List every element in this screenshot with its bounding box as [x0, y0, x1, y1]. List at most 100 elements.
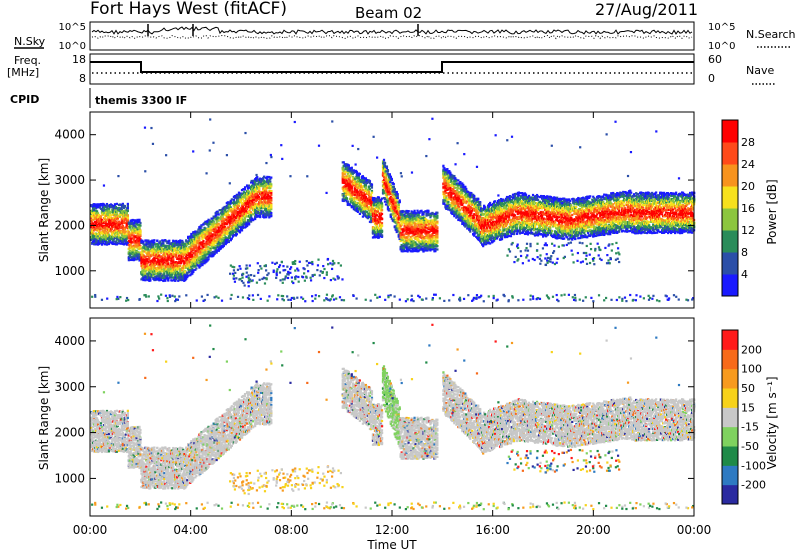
- echo-cell: [97, 204, 101, 207]
- echo-cell: [251, 199, 254, 203]
- echo-cell: [363, 193, 367, 196]
- echo-cell: [358, 172, 361, 175]
- echo-cell: [350, 168, 353, 171]
- echo-cell: [205, 248, 208, 251]
- echo-cell: [262, 187, 265, 190]
- echo-cell: [345, 179, 348, 182]
- echo-cell: [258, 195, 261, 199]
- echo-cell: [127, 243, 130, 246]
- echo-cell: [184, 257, 187, 260]
- echo-cell: [127, 256, 130, 260]
- echo-cell: [235, 233, 239, 236]
- echo-cell: [203, 257, 206, 260]
- echo-cell: [174, 243, 177, 246]
- echo-cell: [385, 196, 389, 199]
- echo-cell: [370, 183, 374, 186]
- echo-cell: [202, 245, 205, 249]
- echo-cell: [220, 235, 223, 238]
- echo-cell: [260, 184, 263, 188]
- echo-cell: [350, 186, 353, 189]
- echo-cell: [191, 255, 194, 258]
- echo-cell: [359, 189, 362, 192]
- echo-cell: [162, 254, 165, 257]
- echo-cell: [210, 239, 213, 242]
- echo-cell: [146, 264, 149, 267]
- echo-cell: [105, 242, 109, 245]
- freq-tick-top: 18: [72, 53, 86, 66]
- echo-cell: [228, 220, 231, 223]
- echo-cell: [203, 262, 206, 265]
- echo-cell: [182, 241, 185, 244]
- echo-cell: [154, 259, 157, 262]
- echo-cell: [192, 238, 195, 241]
- echo-cell: [142, 240, 145, 243]
- echo-cell: [257, 194, 260, 197]
- echo-cell: [221, 213, 224, 216]
- echo-cell: [111, 211, 115, 214]
- echo-cell: [200, 224, 203, 227]
- echo-cell: [213, 252, 216, 256]
- echo-cell: [367, 205, 371, 208]
- echo-cell: [370, 191, 374, 194]
- echo-cell: [145, 247, 148, 250]
- echo-cell: [259, 197, 262, 201]
- echo-cell: [96, 203, 100, 206]
- echo-cell: [350, 205, 353, 208]
- echo-cell: [157, 251, 160, 254]
- echo-cell: [121, 224, 124, 227]
- echo-cell: [217, 217, 220, 220]
- echo-cell: [193, 261, 196, 264]
- echo-cell: [346, 193, 349, 196]
- echo-cell: [360, 177, 363, 180]
- echo-cell: [132, 239, 135, 243]
- echo-cell: [207, 258, 210, 261]
- echo-cell: [359, 182, 362, 186]
- echo-cell: [110, 232, 114, 236]
- echo-cell: [154, 263, 157, 266]
- echo-cell: [109, 229, 113, 232]
- echo-cell: [124, 233, 127, 236]
- echo-cell: [262, 211, 265, 214]
- echo-cell: [129, 242, 132, 246]
- echo-cell: [252, 213, 255, 216]
- echo-cell: [128, 226, 131, 229]
- echo-cell: [96, 212, 100, 215]
- echo-cell: [180, 251, 183, 254]
- echo-cell: [142, 253, 145, 257]
- echo-cell: [167, 261, 170, 264]
- echo-cell: [92, 240, 96, 243]
- echo-cell: [236, 210, 240, 213]
- echo-cell: [250, 214, 253, 217]
- echo-cell: [227, 206, 230, 209]
- echo-cell: [152, 274, 155, 277]
- echo-cell: [179, 268, 182, 271]
- echo-cell: [266, 195, 269, 199]
- echo-cell: [342, 164, 345, 167]
- echo-cell: [159, 240, 162, 243]
- echo-cell: [201, 253, 204, 256]
- echo-cell: [270, 198, 273, 201]
- echo-cell: [114, 235, 118, 238]
- echo-cell: [127, 230, 130, 233]
- echo-cell: [93, 237, 97, 240]
- echo-cell: [265, 189, 268, 192]
- echo-cell: [247, 186, 251, 189]
- echo-cell: [133, 257, 136, 260]
- echo-cell: [353, 182, 356, 185]
- echo-cell: [124, 226, 127, 229]
- echo-cell: [122, 206, 125, 210]
- echo-cell: [95, 214, 99, 217]
- echo-cell: [238, 210, 242, 213]
- echo-cell: [100, 243, 104, 246]
- echo-cell: [116, 221, 120, 225]
- echo-cell: [105, 204, 109, 207]
- echo-cell: [99, 232, 103, 235]
- echo-cell: [380, 202, 384, 205]
- echo-cell: [164, 279, 167, 282]
- echo-cell: [364, 197, 368, 200]
- echo-cell: [212, 243, 215, 246]
- echo-cell: [265, 216, 268, 219]
- echo-cell: [229, 238, 232, 241]
- echo-cell: [239, 226, 243, 229]
- echo-cell: [115, 229, 119, 233]
